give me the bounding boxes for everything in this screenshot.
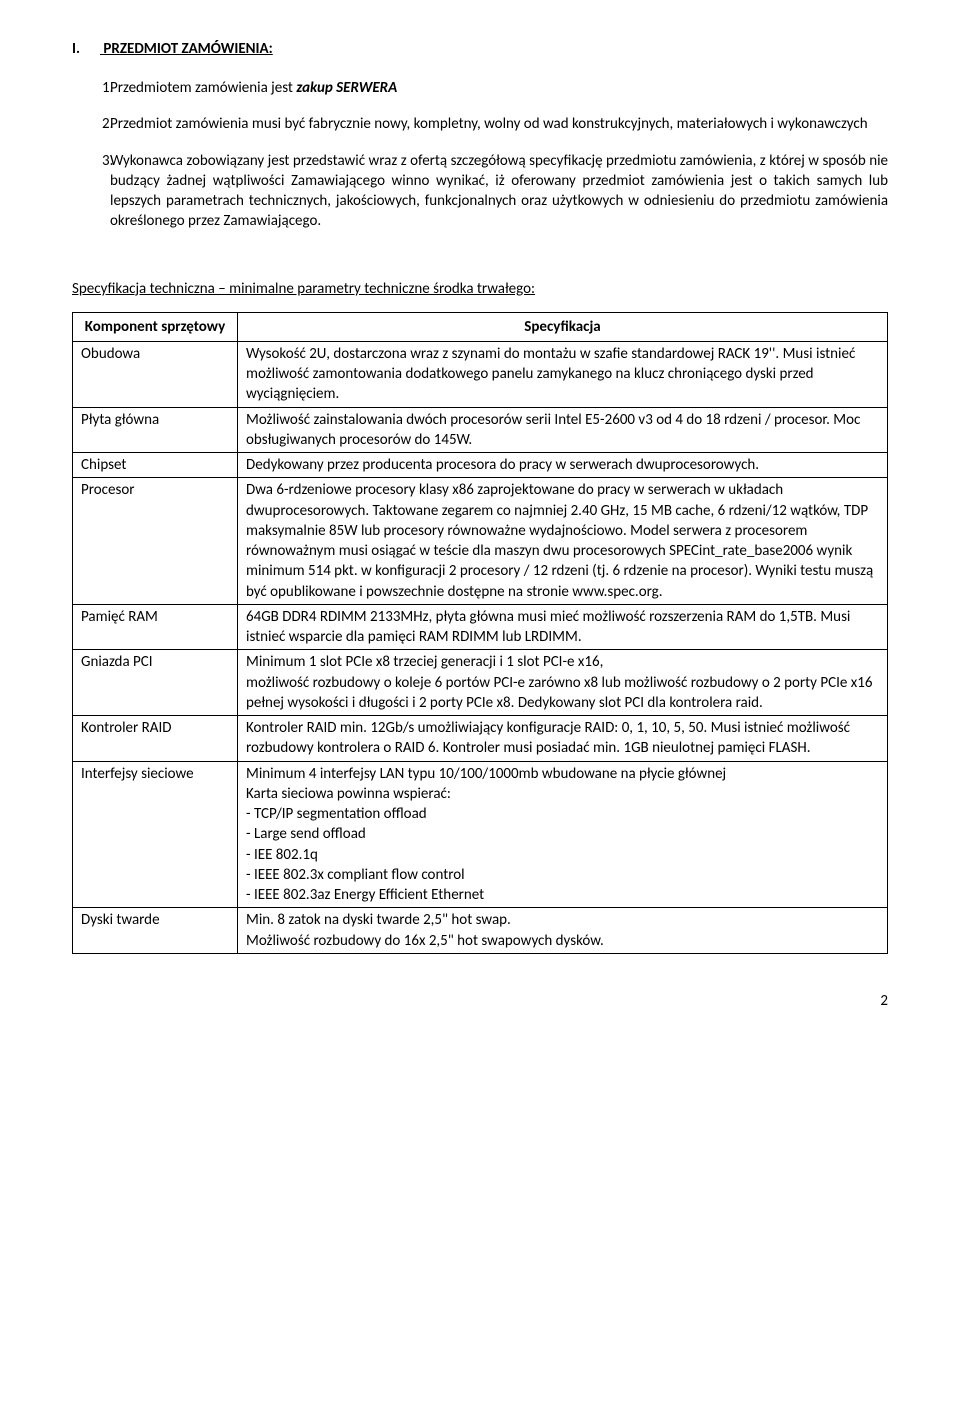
table-row: Obudowa Wysokość 2U, dostarczona wraz z … (73, 341, 888, 407)
row-value: Możliwość zainstalowania dwóch procesoró… (238, 407, 888, 453)
section-title-text: PRZEDMIOT ZAMÓWIENIA: (103, 40, 272, 58)
table-row: Dyski twarde Min. 8 zatok na dyski tward… (73, 908, 888, 954)
section-roman: I. (72, 40, 100, 58)
row-label: Procesor (73, 478, 238, 605)
row-value: Dwa 6-rdzeniowe procesory klasy x86 zapr… (238, 478, 888, 605)
table-row: Gniazda PCI Minimum 1 slot PCIe x8 trzec… (73, 650, 888, 716)
row-label: Chipset (73, 453, 238, 478)
table-row: Kontroler RAID Kontroler RAID min. 12Gb/… (73, 716, 888, 762)
list-item-1: 1. Przedmiotem zamówienia jest zakup SER… (72, 78, 888, 98)
item1-prefix: Przedmiotem zamówienia jest (110, 79, 296, 97)
list-body: Wykonawca zobowiązany jest przedstawić w… (102, 151, 888, 232)
list-number: 3. (72, 151, 102, 232)
row-value: Minimum 4 interfejsy LAN typu 10/100/100… (238, 761, 888, 908)
spec-heading: Specyfikacja techniczna – minimalne para… (72, 280, 888, 298)
section-title: I. PRZEDMIOT ZAMÓWIENIA: (72, 40, 888, 58)
table-row: Pamięć RAM 64GB DDR4 RDIMM 2133MHz, płyt… (73, 604, 888, 650)
row-value: Kontroler RAID min. 12Gb/s umożliwiający… (238, 716, 888, 762)
row-value: Min. 8 zatok na dyski twarde 2,5" hot sw… (238, 908, 888, 954)
page-number: 2 (0, 984, 960, 1010)
list-item-2: 2. Przedmiot zamówienia musi być fabrycz… (72, 114, 888, 134)
document-page: I. PRZEDMIOT ZAMÓWIENIA: 1. Przedmiotem … (0, 0, 960, 984)
table-row: Procesor Dwa 6-rdzeniowe procesory klasy… (73, 478, 888, 605)
table-header-spec: Specyfikacja (238, 312, 888, 341)
row-value: 64GB DDR4 RDIMM 2133MHz, płyta główna mu… (238, 604, 888, 650)
row-label: Interfejsy sieciowe (73, 761, 238, 908)
list-item-3: 3. Wykonawca zobowiązany jest przedstawi… (72, 151, 888, 232)
table-header-row: Komponent sprzętowy Specyfikacja (73, 312, 888, 341)
row-label: Płyta główna (73, 407, 238, 453)
row-label: Kontroler RAID (73, 716, 238, 762)
table-row: Płyta główna Możliwość zainstalowania dw… (73, 407, 888, 453)
row-label: Obudowa (73, 341, 238, 407)
list-body: Przedmiot zamówienia musi być fabrycznie… (102, 114, 888, 134)
table-row: Interfejsy sieciowe Minimum 4 interfejsy… (73, 761, 888, 908)
spec-table: Komponent sprzętowy Specyfikacja Obudowa… (72, 312, 888, 954)
row-value: Minimum 1 slot PCIe x8 trzeciej generacj… (238, 650, 888, 716)
row-label: Dyski twarde (73, 908, 238, 954)
row-label: Gniazda PCI (73, 650, 238, 716)
list-body: Przedmiotem zamówienia jest zakup SERWER… (102, 78, 888, 98)
table-header-component: Komponent sprzętowy (73, 312, 238, 341)
row-label: Pamięć RAM (73, 604, 238, 650)
row-value: Dedykowany przez producenta procesora do… (238, 453, 888, 478)
list-number: 1. (72, 78, 102, 98)
row-value: Wysokość 2U, dostarczona wraz z szynami … (238, 341, 888, 407)
list-number: 2. (72, 114, 102, 134)
table-row: Chipset Dedykowany przez producenta proc… (73, 453, 888, 478)
item1-bold: zakup SERWERA (296, 79, 397, 97)
